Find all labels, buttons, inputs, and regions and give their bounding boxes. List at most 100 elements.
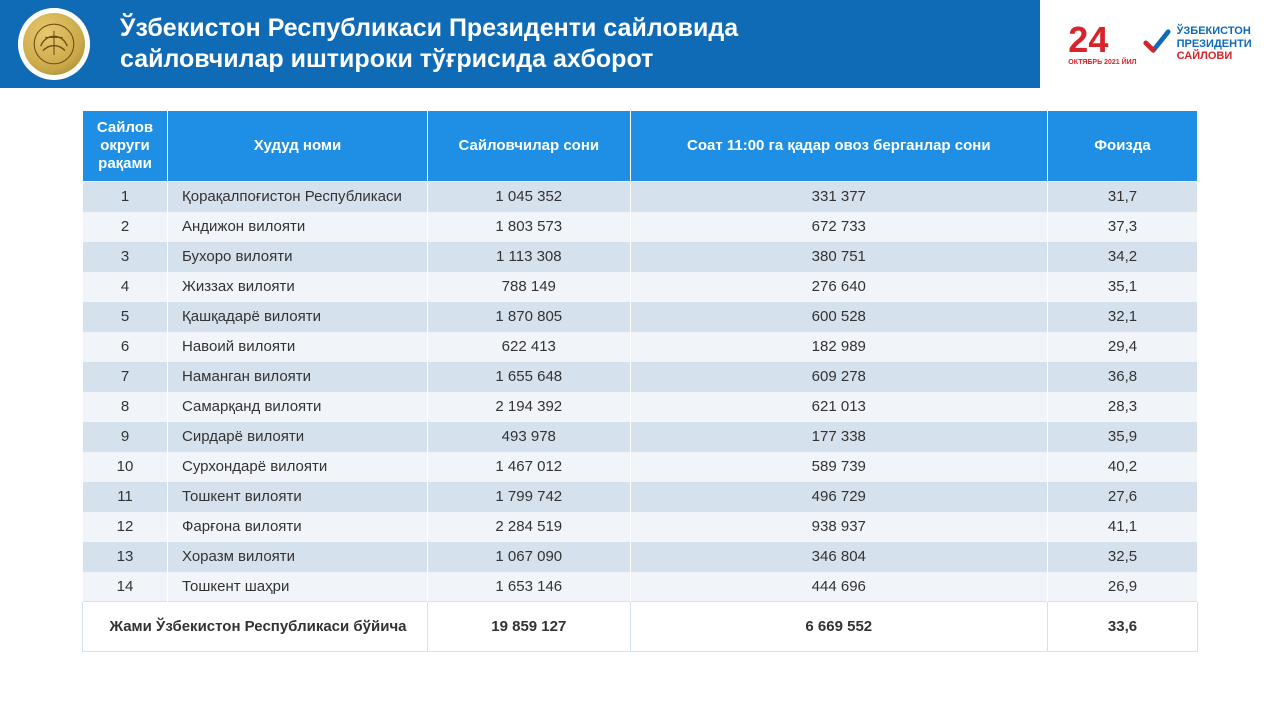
col-percent: Фоизда xyxy=(1048,111,1198,182)
cell-voters: 788 149 xyxy=(428,272,631,302)
cell-percent: 32,1 xyxy=(1048,302,1198,332)
cell-region-name: Жиззах вилояти xyxy=(168,272,428,302)
table-row: 10Сурхондарё вилояти1 467 012589 73940,2 xyxy=(83,452,1198,482)
logo-text: ЎЗБЕКИСТОН ПРЕЗИДЕНТИ САЙЛОВИ xyxy=(1177,25,1252,63)
cell-district-no: 4 xyxy=(83,272,168,302)
col-region-name: Худуд номи xyxy=(168,111,428,182)
cell-district-no: 3 xyxy=(83,242,168,272)
table-row: 12Фарғона вилояти2 284 519938 93741,1 xyxy=(83,512,1198,542)
cell-percent: 34,2 xyxy=(1048,242,1198,272)
cell-district-no: 9 xyxy=(83,422,168,452)
cell-district-no: 11 xyxy=(83,482,168,512)
cell-voted: 331 377 xyxy=(630,182,1047,212)
cell-voted: 621 013 xyxy=(630,392,1047,422)
cell-percent: 31,7 xyxy=(1048,182,1198,212)
col-voted: Соат 11:00 га қадар овоз берганлар сони xyxy=(630,111,1047,182)
cell-voted: 496 729 xyxy=(630,482,1047,512)
table-row: 2Андижон вилояти1 803 573672 73337,3 xyxy=(83,212,1198,242)
cell-voted: 276 640 xyxy=(630,272,1047,302)
cell-percent: 37,3 xyxy=(1048,212,1198,242)
table-row: 6Навоий вилояти622 413182 98929,4 xyxy=(83,332,1198,362)
cell-region-name: Тошкент вилояти xyxy=(168,482,428,512)
cell-total-label: Жами Ўзбекистон Республикаси бўйича xyxy=(83,602,428,652)
table-row: 8Самарқанд вилояти2 194 392621 01328,3 xyxy=(83,392,1198,422)
cell-voters: 1 467 012 xyxy=(428,452,631,482)
cell-region-name: Самарқанд вилояти xyxy=(168,392,428,422)
cell-voters: 1 803 573 xyxy=(428,212,631,242)
logo-line-1: ЎЗБЕКИСТОН xyxy=(1177,25,1251,37)
cell-percent: 35,1 xyxy=(1048,272,1198,302)
cell-region-name: Наманган вилояти xyxy=(168,362,428,392)
cell-total-voted: 6 669 552 xyxy=(630,602,1047,652)
table-row: 4Жиззах вилояти788 149276 64035,1 xyxy=(83,272,1198,302)
cell-percent: 27,6 xyxy=(1048,482,1198,512)
table-row: 9Сирдарё вилояти493 978177 33835,9 xyxy=(83,422,1198,452)
table-row: 11Тошкент вилояти1 799 742496 72927,6 xyxy=(83,482,1198,512)
table-row: 1Қорақалпоғистон Республикаси1 045 35233… xyxy=(83,182,1198,212)
title-line-1: Ўзбекистон Республикаси Президенти сайло… xyxy=(120,14,738,42)
col-voters: Сайловчилар сони xyxy=(428,111,631,182)
cell-region-name: Фарғона вилояти xyxy=(168,512,428,542)
table-row: 14Тошкент шаҳри1 653 146444 69626,9 xyxy=(83,572,1198,602)
election-logo: 24 ОКТЯБРЬ 2021 ЙИЛ ЎЗБЕКИСТОН ПРЕЗИДЕНТ… xyxy=(1040,0,1280,88)
cell-voted: 600 528 xyxy=(630,302,1047,332)
cell-voters: 1 067 090 xyxy=(428,542,631,572)
cell-district-no: 1 xyxy=(83,182,168,212)
table-row: 5Қашқадарё вилояти1 870 805600 52832,1 xyxy=(83,302,1198,332)
table-row: 3Бухоро вилояти1 113 308380 75134,2 xyxy=(83,242,1198,272)
cell-region-name: Хоразм вилояти xyxy=(168,542,428,572)
cell-voted: 589 739 xyxy=(630,452,1047,482)
col-district-no: Сайлов округи рақами xyxy=(83,111,168,182)
table-header-row: Сайлов округи рақами Худуд номи Сайловчи… xyxy=(83,111,1198,182)
cell-percent: 29,4 xyxy=(1048,332,1198,362)
table-row: 13Хоразм вилояти1 067 090346 80432,5 xyxy=(83,542,1198,572)
title-line-2: сайловчилар иштироки тўғрисида ахборот xyxy=(120,45,653,73)
cell-region-name: Сирдарё вилояти xyxy=(168,422,428,452)
commission-seal-icon xyxy=(18,8,90,80)
cell-voters: 1 655 648 xyxy=(428,362,631,392)
cell-district-no: 13 xyxy=(83,542,168,572)
cell-voters: 1 045 352 xyxy=(428,182,631,212)
logo-line-3: САЙЛОВИ xyxy=(1177,50,1233,62)
cell-percent: 32,5 xyxy=(1048,542,1198,572)
logo-number: 24 xyxy=(1068,22,1136,58)
cell-region-name: Тошкент шаҳри xyxy=(168,572,428,602)
cell-district-no: 6 xyxy=(83,332,168,362)
cell-percent: 26,9 xyxy=(1048,572,1198,602)
cell-total-pct: 33,6 xyxy=(1048,602,1198,652)
header: Ўзбекистон Республикаси Президенти сайло… xyxy=(0,0,1280,88)
cell-district-no: 14 xyxy=(83,572,168,602)
cell-voted: 380 751 xyxy=(630,242,1047,272)
cell-voters: 2 284 519 xyxy=(428,512,631,542)
table-container: Сайлов округи рақами Худуд номи Сайловчи… xyxy=(0,88,1280,652)
cell-percent: 40,2 xyxy=(1048,452,1198,482)
logo-line-2: ПРЕЗИДЕНТИ xyxy=(1177,38,1252,50)
cell-voted: 177 338 xyxy=(630,422,1047,452)
cell-voters: 2 194 392 xyxy=(428,392,631,422)
logo-subtext: ОКТЯБРЬ 2021 ЙИЛ xyxy=(1068,59,1136,66)
cell-region-name: Сурхондарё вилояти xyxy=(168,452,428,482)
cell-district-no: 2 xyxy=(83,212,168,242)
cell-district-no: 7 xyxy=(83,362,168,392)
header-title-area: Ўзбекистон Республикаси Президенти сайло… xyxy=(0,0,1040,88)
cell-voted: 609 278 xyxy=(630,362,1047,392)
cell-voters: 622 413 xyxy=(428,332,631,362)
cell-voters: 1 799 742 xyxy=(428,482,631,512)
cell-region-name: Андижон вилояти xyxy=(168,212,428,242)
cell-percent: 28,3 xyxy=(1048,392,1198,422)
cell-percent: 35,9 xyxy=(1048,422,1198,452)
cell-percent: 41,1 xyxy=(1048,512,1198,542)
table-total-row: Жами Ўзбекистон Республикаси бўйича19 85… xyxy=(83,602,1198,652)
cell-district-no: 8 xyxy=(83,392,168,422)
cell-voted: 182 989 xyxy=(630,332,1047,362)
cell-voters: 1 653 146 xyxy=(428,572,631,602)
cell-region-name: Қашқадарё вилояти xyxy=(168,302,428,332)
cell-region-name: Қорақалпоғистон Республикаси xyxy=(168,182,428,212)
cell-district-no: 10 xyxy=(83,452,168,482)
cell-total-voters: 19 859 127 xyxy=(428,602,631,652)
cell-voted: 672 733 xyxy=(630,212,1047,242)
cell-voted: 444 696 xyxy=(630,572,1047,602)
cell-voters: 1 113 308 xyxy=(428,242,631,272)
cell-percent: 36,8 xyxy=(1048,362,1198,392)
cell-region-name: Навоий вилояти xyxy=(168,332,428,362)
